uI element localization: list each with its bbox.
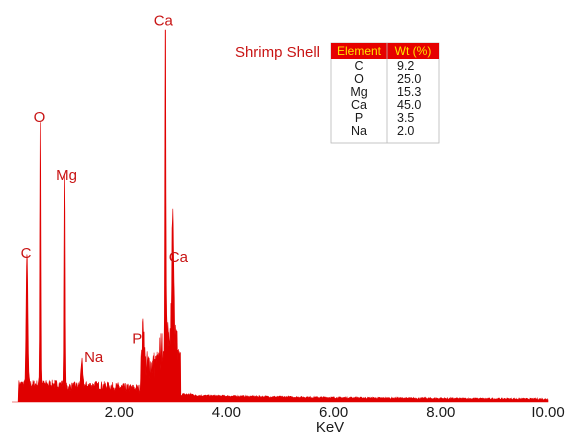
x-axis-label: KeV (316, 419, 344, 436)
composition-table: Element Wt (%) C 9.2 O 25.0 Mg 15.3 Ca 45.0 P 3.5 Na… (330, 42, 440, 144)
x-tick-label: 8.00 (426, 404, 455, 421)
peak-label-o: O (34, 109, 46, 126)
x-tick-label: 4.00 (212, 404, 241, 421)
peak-label-ca: Ca (154, 12, 174, 29)
table-header-cell: Element (337, 44, 382, 58)
x-tick-label: 2.00 (105, 404, 134, 421)
table-frame (330, 42, 440, 144)
table-cell-weight: 15.3 (397, 85, 421, 99)
x-tick-label: 6.00 (319, 404, 348, 421)
table-cell-element: O (354, 72, 364, 86)
spectrum-area-layer (12, 29, 549, 403)
table-cell-weight: 9.2 (397, 59, 414, 73)
chart-title: Shrimp Shell (235, 44, 320, 61)
table-header-cell: Wt (%) (395, 44, 432, 58)
table-cell-element: Na (351, 124, 367, 138)
peak-label-mg: Mg (56, 167, 77, 184)
table-cell-element: Ca (351, 98, 367, 112)
table-cell-weight: 2.0 (397, 124, 414, 138)
x-axis-ticks: 2.00 4.00 6.00 8.00 I0.00 (105, 404, 565, 421)
peak-label-p: P (132, 330, 142, 347)
spectrum-area (12, 29, 549, 403)
table-header-bg (331, 43, 439, 59)
peak-label-na: Na (84, 349, 104, 366)
table-cell-element: C (354, 59, 363, 73)
table-cell-weight: 3.5 (397, 111, 414, 125)
peak-label-c: C (21, 245, 32, 262)
table-cell-weight: 45.0 (397, 98, 421, 112)
peak-label-ca: Ca (169, 249, 189, 266)
table-cell-element: Mg (350, 85, 367, 99)
table-cell-weight: 25.0 (397, 72, 421, 86)
x-tick-label: I0.00 (531, 404, 564, 421)
peak-labels: C O Mg Na P Ca Ca (21, 12, 189, 366)
table-cell-element: P (355, 111, 363, 125)
